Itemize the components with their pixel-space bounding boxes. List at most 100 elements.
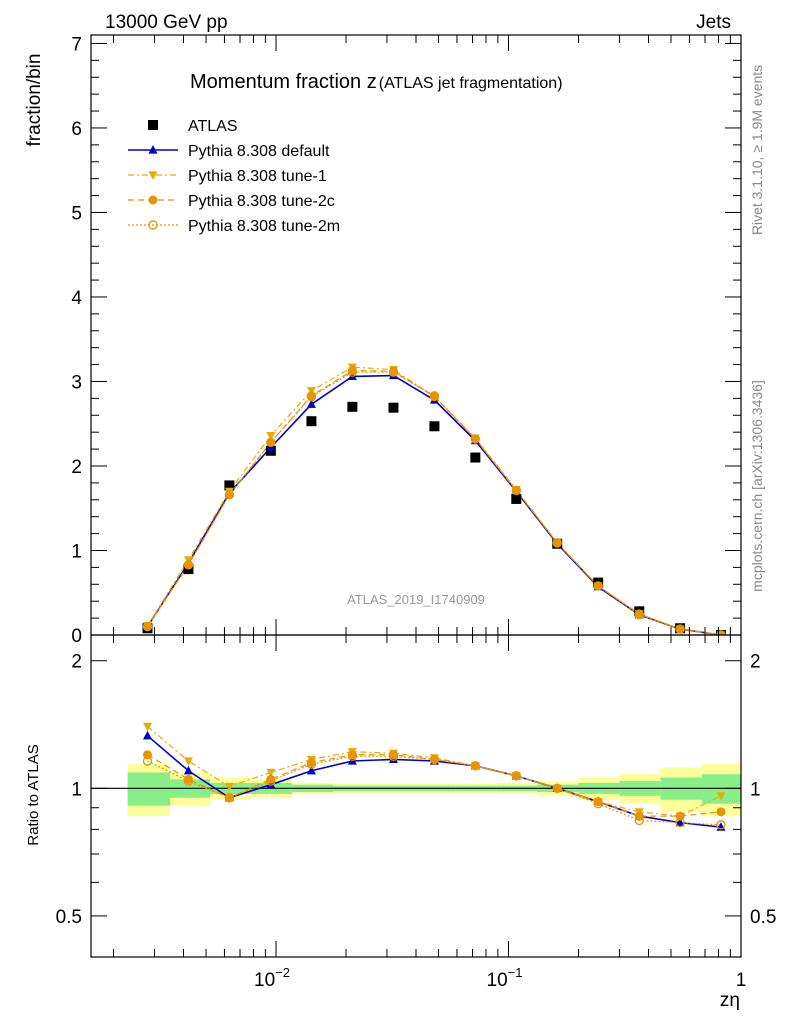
- chart-title: Momentum fraction z (ATLAS jet fragmentat…: [190, 71, 563, 93]
- y-tick-label-ratio-right: 2: [750, 652, 761, 673]
- chart-title-main: Momentum fraction z: [190, 71, 377, 93]
- series-2-ratio-point: [224, 782, 234, 792]
- series-3-point: [593, 581, 603, 591]
- legend-marker: [148, 145, 158, 154]
- x-tick-label-exponent: −1: [508, 965, 523, 980]
- series-4-point: [266, 437, 276, 448]
- legend-label: ATLAS: [188, 118, 238, 135]
- y-tick-label-main: 7: [71, 34, 82, 55]
- series-4-point: [511, 485, 521, 496]
- series-4-point: [552, 538, 562, 548]
- series-2-ratio-point: [716, 792, 726, 801]
- series-1-ratio-point: [675, 817, 685, 827]
- x-tick-label: 10−2: [254, 965, 290, 991]
- legend-label: Pythia 8.308 default: [188, 143, 330, 160]
- series-2-ratio-point: [183, 757, 193, 766]
- series-4-point: [470, 434, 481, 444]
- series-4-line-ratio: [147, 755, 721, 826]
- y-tick-label-ratio: 1: [71, 779, 82, 800]
- series-2-ratio-point: [266, 768, 276, 778]
- y-tick-label-main: 3: [71, 372, 82, 393]
- axis-ticks: 10−2 10−1 1 0 1 2 3 4 5 6 7 0.5 0.5 1 1 2 2: [56, 34, 777, 991]
- series-4-point: [429, 391, 440, 401]
- series-4-point: [634, 610, 644, 620]
- series-0-point: [470, 452, 481, 463]
- band-inner: [127, 772, 171, 806]
- series-3-ratio-point: [511, 771, 521, 781]
- series-1-ratio-point: [183, 765, 193, 775]
- y-tick-label-ratio: 2: [71, 652, 82, 673]
- y-axis-label-ratio: Ratio to ATLAS: [25, 744, 42, 845]
- legend-marker: [148, 120, 158, 130]
- series-4-ratio-point: [511, 771, 521, 781]
- series-3-point: [183, 560, 193, 570]
- series-3-point: [224, 490, 234, 500]
- series-4-ratio-point: [634, 815, 644, 826]
- series-4-ratio-point: [675, 817, 685, 828]
- series-0-point: [388, 402, 399, 413]
- ratio-uncertainty-bands: [127, 764, 741, 817]
- series-4-ratio-point: [224, 793, 235, 803]
- series-4-line-main: [147, 371, 722, 635]
- series-4-point: [306, 391, 317, 402]
- x-tick-label-exponent: −2: [275, 965, 290, 980]
- rivet-label: Rivet 3.1.10, ≥ 1.9M events: [749, 65, 765, 235]
- series-0-point: [347, 401, 358, 412]
- series-3-ratio-point: [224, 793, 234, 803]
- main-series-markers: [142, 363, 726, 635]
- series-4-point: [716, 630, 726, 635]
- series-4-point: [224, 490, 235, 500]
- series-4-ratio-point: [470, 761, 481, 771]
- chart-title-sub: (ATLAS jet fragmentation): [379, 75, 563, 92]
- y-tick-label-main: 6: [71, 119, 82, 140]
- series-3-ratio-point: [593, 797, 603, 807]
- series-4-point: [388, 367, 399, 377]
- series-4-ratio-point: [388, 751, 399, 762]
- series-3-ratio-point: [716, 807, 726, 817]
- series-0-point: [429, 421, 440, 432]
- series-3-point: [143, 622, 153, 632]
- series-4-point: [347, 367, 358, 377]
- series-3-point: [552, 538, 562, 548]
- series-3-ratio-point: [552, 783, 562, 793]
- series-2-ratio-point: [143, 722, 153, 732]
- series-4-ratio-point: [266, 776, 276, 786]
- series-4-ratio-point: [429, 754, 440, 765]
- legend-marker: [148, 220, 158, 230]
- legend-label: Pythia 8.308 tune-1: [188, 168, 327, 185]
- series-4-point: [183, 560, 194, 570]
- series-0-point: [224, 480, 235, 491]
- y-tick-label-ratio-right: 1: [750, 779, 761, 800]
- series-4-ratio-point: [593, 798, 603, 809]
- energy-label: 13000 GeV pp: [105, 12, 228, 33]
- series-3-point: [511, 485, 521, 495]
- y-tick-label-main: 0: [71, 626, 82, 647]
- series-4-ratio-point: [716, 820, 726, 830]
- legend-label: Pythia 8.308 tune-2c: [188, 193, 335, 210]
- series-0-point: [511, 493, 522, 504]
- legend-marker: [148, 171, 158, 180]
- y-axis-label-main: fraction/bin: [24, 54, 45, 147]
- y-tick-label-main: 2: [71, 457, 82, 478]
- series-3-point: [675, 624, 685, 634]
- analysis-label: ATLAS_2019_I1740909: [347, 592, 485, 607]
- process-label: Jets: [696, 12, 731, 33]
- series-1-point: [306, 399, 316, 408]
- y-tick-label-main: 4: [71, 288, 82, 309]
- series-3-ratio-point: [470, 761, 480, 771]
- series-4-point: [593, 581, 603, 591]
- mcplots-label: mcplots.cern.ch [arXiv:1306.3436]: [749, 380, 765, 592]
- series-2-point: [266, 431, 276, 441]
- series-3-ratio-point: [675, 811, 685, 821]
- series-4-ratio-point: [552, 783, 562, 794]
- series-4-ratio-point: [306, 759, 317, 769]
- ratio-series-markers: [142, 722, 726, 831]
- y-tick-label-main: 5: [71, 203, 82, 224]
- y-tick-label-ratio-right: 0.5: [750, 907, 776, 928]
- series-1-ratio-point: [306, 765, 316, 775]
- legend-label: Pythia 8.308 tune-2m: [188, 218, 340, 235]
- series-1-ratio-point: [266, 779, 276, 789]
- series-4-point: [142, 621, 153, 632]
- series-4-point: [675, 624, 685, 634]
